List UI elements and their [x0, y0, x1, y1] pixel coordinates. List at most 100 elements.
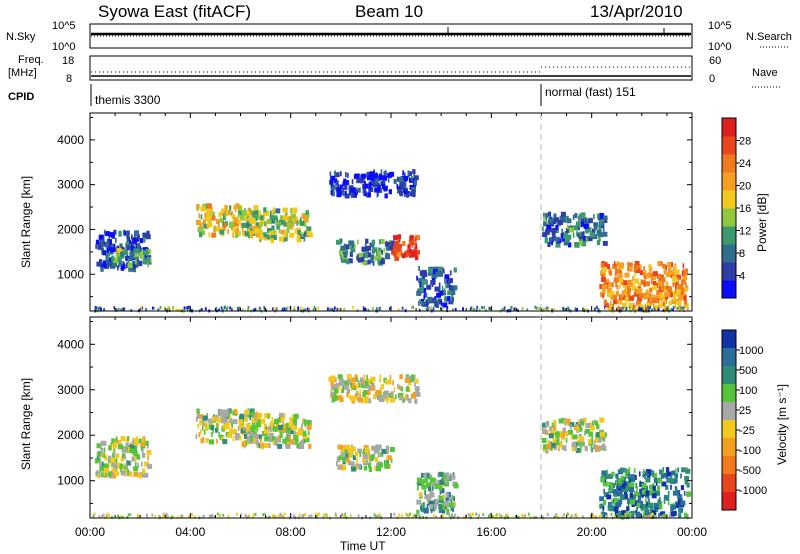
echo-cell — [258, 306, 261, 310]
echo-cell — [627, 497, 630, 503]
echo-cell — [361, 173, 367, 179]
echo-cell — [557, 442, 563, 448]
echo-cell — [403, 188, 406, 194]
echo-cell — [206, 206, 212, 212]
echo-cell — [357, 448, 363, 454]
echo-cell — [384, 253, 390, 259]
echo-cell — [356, 392, 360, 398]
echo-cell — [379, 451, 382, 457]
colorbar-tick-label: 25 — [739, 405, 751, 417]
echo-cell — [602, 499, 607, 505]
echo-cell — [376, 251, 378, 257]
echo-cell — [446, 279, 448, 285]
echo-cell — [574, 307, 577, 311]
echo-cell — [387, 177, 390, 183]
echo-cell — [413, 238, 415, 243]
y-tick-label: 1000 — [57, 267, 84, 281]
echo-cell — [352, 455, 357, 460]
echo-cell — [620, 488, 623, 494]
echo-cell — [546, 306, 548, 310]
echo-cell — [108, 514, 111, 518]
echo-cell — [434, 504, 438, 510]
echo-cell — [383, 247, 386, 253]
echo-cell — [377, 462, 383, 468]
echo-cell — [208, 418, 212, 424]
echo-cell — [653, 477, 658, 483]
echo-cell — [231, 214, 236, 220]
echo-cell — [478, 513, 481, 517]
echo-cell — [103, 463, 109, 469]
echo-cell — [618, 499, 623, 505]
echo-cell — [372, 247, 378, 253]
echo-cell — [109, 232, 115, 238]
echo-cell — [381, 249, 383, 255]
echo-cell — [411, 305, 413, 309]
echo-cell — [609, 486, 613, 492]
echo-cell — [124, 454, 127, 460]
echo-cell — [272, 426, 278, 432]
echo-cell — [674, 264, 677, 270]
echo-cell — [492, 515, 495, 519]
echo-cell — [129, 256, 133, 262]
echo-cell — [432, 506, 436, 512]
echo-cell — [593, 515, 596, 519]
echo-cell — [581, 420, 585, 426]
echo-cell — [431, 481, 437, 486]
echo-cell — [137, 247, 143, 253]
echo-cell — [100, 247, 105, 253]
echo-cell — [576, 426, 580, 432]
cpid-mode-normal: normal (fast) 151 — [545, 85, 636, 99]
echo-cell — [340, 171, 342, 177]
echo-cell — [330, 389, 333, 395]
echo-cell — [648, 264, 652, 270]
echo-cell — [440, 290, 446, 296]
echo-cell — [454, 513, 457, 517]
echo-cell — [299, 306, 302, 310]
echo-cell — [366, 450, 369, 455]
echo-cell — [201, 415, 204, 421]
cpid-panel: CPID themis 3300 normal (fast) 151 — [8, 84, 636, 107]
echo-cell — [667, 287, 672, 293]
echo-cell — [379, 259, 385, 265]
echo-cell — [108, 250, 111, 256]
echo-cell — [444, 278, 446, 284]
echo-cell — [399, 181, 405, 187]
echo-cell — [233, 204, 236, 210]
echo-cell — [628, 470, 630, 476]
echo-cell — [416, 477, 422, 483]
echo-cell — [127, 513, 130, 517]
echo-cell — [134, 456, 137, 462]
echo-cell — [385, 445, 390, 451]
echo-cell — [397, 255, 400, 261]
echo-cell — [307, 430, 310, 436]
echo-cell — [404, 378, 410, 383]
power-echoes — [89, 113, 693, 313]
echo-cell — [408, 171, 412, 177]
echo-cell — [116, 247, 122, 253]
echo-cell — [650, 470, 655, 476]
echo-cell — [104, 231, 110, 237]
echo-cell — [369, 458, 371, 464]
velocity-colorbar-label: Velocity [m s⁻¹] — [775, 384, 789, 465]
echo-cell — [559, 431, 563, 437]
echo-cell — [400, 386, 402, 392]
echo-cell — [131, 234, 133, 240]
echo-cell — [329, 171, 332, 177]
echo-cell — [100, 445, 102, 450]
echo-cell — [527, 512, 530, 516]
echo-cell — [546, 513, 549, 516]
echo-cell — [660, 294, 666, 300]
echo-cell — [286, 306, 289, 310]
echo-cell — [581, 241, 587, 247]
echo-cell — [415, 244, 418, 249]
echo-cell — [218, 308, 221, 312]
echo-cell — [253, 433, 259, 439]
echo-cell — [106, 264, 109, 270]
echo-cell — [338, 378, 344, 384]
echo-cell — [416, 509, 420, 515]
echo-cell — [273, 235, 277, 240]
echo-cell — [212, 428, 214, 434]
echo-cell — [646, 293, 652, 299]
echo-cell — [571, 446, 577, 452]
